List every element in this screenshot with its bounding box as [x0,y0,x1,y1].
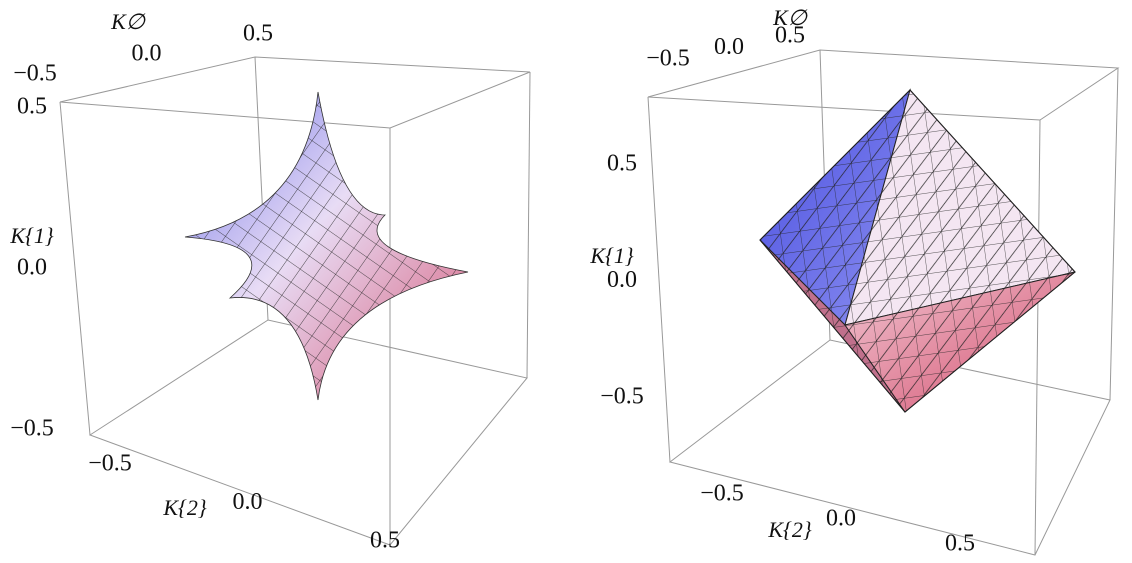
z-axis-label: K∅ [110,9,146,34]
y-axis-label: K{1} [9,223,53,248]
y-tick-label: 0.5 [607,151,637,177]
z-axis-label: K∅ [772,5,808,30]
x-tick-label: 0.5 [945,531,975,557]
z-tick-label: 0.5 [243,21,273,47]
x-tick-label: −0.5 [88,451,132,477]
y-tick-label: −0.5 [600,384,644,410]
x-tick-label: 0.0 [233,489,263,515]
x-axis-label: K{2} [162,495,206,520]
z-tick-label: 0.0 [714,34,744,60]
y-tick-label: −0.5 [10,416,54,442]
z-tick-label: 0.0 [132,41,162,67]
y-tick-label: 0.0 [607,267,637,293]
x-tick-label: 0.5 [370,528,400,554]
astroid-surface [184,91,469,401]
x-tick-label: 0.0 [826,506,856,532]
octahedron-surface [759,88,1076,413]
x-axis-label: K{2} [767,517,811,542]
bounding-box [59,56,531,546]
y-axis-label: K{1} [589,243,633,268]
z-tick-label: −0.5 [646,46,690,72]
y-tick-label: 0.0 [17,255,47,281]
y-tick-label: 0.5 [17,94,47,120]
z-tick-label: 0.5 [775,23,805,49]
z-tick-label: −0.5 [13,61,57,87]
x-tick-label: −0.5 [700,481,744,507]
